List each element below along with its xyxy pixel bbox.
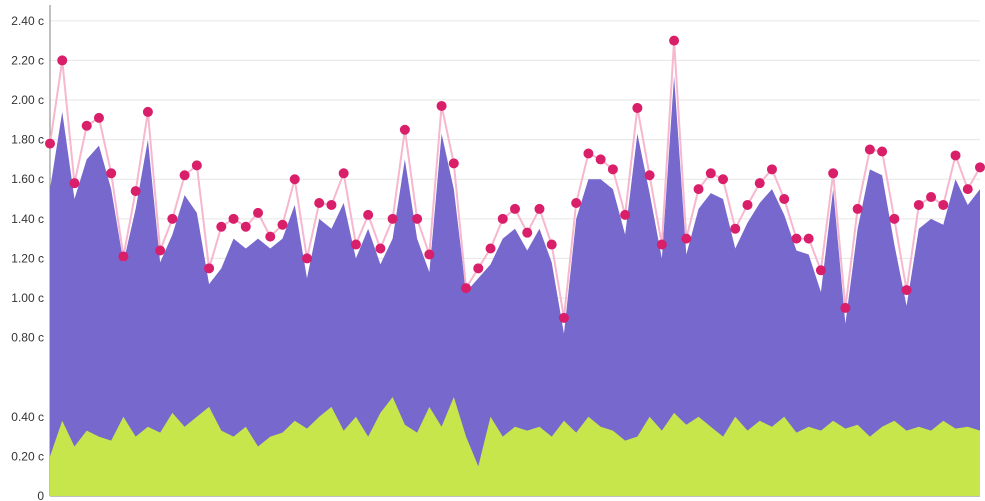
line-series-marker xyxy=(364,210,373,219)
line-series-marker xyxy=(890,214,899,223)
line-series-marker xyxy=(156,246,165,255)
y-tick-label: 2.20 c xyxy=(11,53,44,67)
line-series-marker xyxy=(119,252,128,261)
line-series-marker xyxy=(511,204,520,213)
line-series-marker xyxy=(755,179,764,188)
line-series-marker xyxy=(94,113,103,122)
line-series-marker xyxy=(767,165,776,174)
line-series-marker xyxy=(829,169,838,178)
line-series-marker xyxy=(584,149,593,158)
line-series-marker xyxy=(205,264,214,273)
y-tick-label: 1.20 c xyxy=(11,251,44,265)
line-series-marker xyxy=(82,121,91,130)
line-series-marker xyxy=(229,214,238,223)
line-series-marker xyxy=(278,220,287,229)
line-series-marker xyxy=(400,125,409,134)
line-series-marker xyxy=(951,151,960,160)
line-series-marker xyxy=(254,208,263,217)
line-series-marker xyxy=(327,200,336,209)
line-series-marker xyxy=(388,214,397,223)
line-series-marker xyxy=(694,185,703,194)
line-series-marker xyxy=(976,163,985,172)
line-series-marker xyxy=(633,103,642,112)
y-tick-label: 0 xyxy=(37,489,44,501)
line-series-marker xyxy=(107,169,116,178)
line-series-marker xyxy=(217,222,226,231)
y-tick-label: 2.00 c xyxy=(11,93,44,107)
line-series-marker xyxy=(535,204,544,213)
line-series-marker xyxy=(413,214,422,223)
line-series-marker xyxy=(474,264,483,273)
line-series-marker xyxy=(939,200,948,209)
combo-chart: 0 0.20 c 0.40 c 0.80 c 1.00 c 1.20 c 1.40 c 1.6… xyxy=(0,0,985,501)
y-tick-label: 2.40 c xyxy=(11,14,44,28)
line-series-marker xyxy=(339,169,348,178)
line-series-marker xyxy=(192,161,201,170)
line-series-marker xyxy=(547,240,556,249)
line-series-marker xyxy=(927,193,936,202)
line-series-marker xyxy=(657,240,666,249)
line-series-marker xyxy=(706,169,715,178)
line-series-marker xyxy=(241,222,250,231)
line-series-marker xyxy=(914,200,923,209)
line-series-marker xyxy=(841,303,850,312)
line-series-marker xyxy=(865,145,874,154)
line-series-marker xyxy=(719,175,728,184)
y-tick-label: 1.60 c xyxy=(11,172,44,186)
line-series-marker xyxy=(498,214,507,223)
line-series-marker xyxy=(645,171,654,180)
line-series-marker xyxy=(462,284,471,293)
line-series-marker xyxy=(486,244,495,253)
line-series-marker xyxy=(902,286,911,295)
line-series-marker xyxy=(315,198,324,207)
line-series-marker xyxy=(437,101,446,110)
line-series-marker xyxy=(878,147,887,156)
line-series-marker xyxy=(596,155,605,164)
y-tick-label: 1.40 c xyxy=(11,212,44,226)
line-series-marker xyxy=(168,214,177,223)
line-series-marker xyxy=(523,228,532,237)
line-series-marker xyxy=(290,175,299,184)
y-tick-label: 1.80 c xyxy=(11,133,44,147)
line-series-marker xyxy=(743,200,752,209)
line-series-marker xyxy=(449,159,458,168)
line-series-marker xyxy=(266,232,275,241)
y-tick-label: 0.80 c xyxy=(11,331,44,345)
line-series-marker xyxy=(70,179,79,188)
line-series-marker xyxy=(731,224,740,233)
line-series-marker xyxy=(682,234,691,243)
y-tick-label: 0.40 c xyxy=(11,410,44,424)
line-series-marker xyxy=(302,254,311,263)
line-series-marker xyxy=(572,198,581,207)
line-series-marker xyxy=(816,266,825,275)
line-series-marker xyxy=(180,171,189,180)
line-series-marker xyxy=(131,187,140,196)
line-series-marker xyxy=(963,185,972,194)
y-tick-label: 1.00 c xyxy=(11,291,44,305)
line-series-marker xyxy=(792,234,801,243)
line-series-marker xyxy=(670,36,679,45)
line-series-marker xyxy=(376,244,385,253)
line-series-marker xyxy=(608,165,617,174)
y-tick-label: 0.20 c xyxy=(11,449,44,463)
line-series-marker xyxy=(804,234,813,243)
line-series-marker xyxy=(58,56,67,65)
line-series-marker xyxy=(351,240,360,249)
line-series-marker xyxy=(559,313,568,322)
line-series-marker xyxy=(853,204,862,213)
line-series-marker xyxy=(780,195,789,204)
line-series-marker xyxy=(425,250,434,259)
line-series-marker xyxy=(143,107,152,116)
line-series-marker xyxy=(46,139,55,148)
line-series-marker xyxy=(621,210,630,219)
